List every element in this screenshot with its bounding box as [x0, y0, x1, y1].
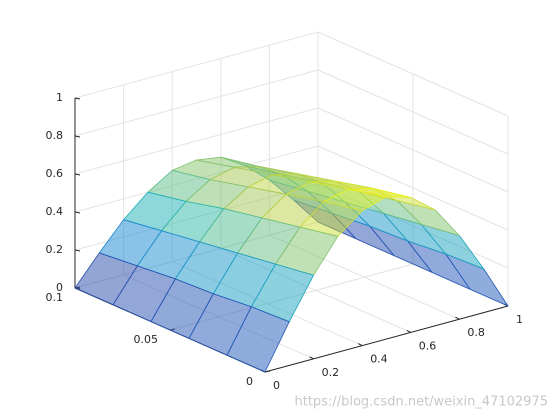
- z-tick: [74, 97, 81, 100]
- y-tick-label: 0.1: [46, 291, 64, 304]
- z-tick-label: 0.2: [46, 243, 64, 256]
- grid-line: [74, 69, 319, 137]
- x-tick: [357, 343, 363, 347]
- grid-line: [317, 107, 509, 193]
- grid-line: [74, 31, 319, 99]
- x-tick-label: 0: [273, 379, 280, 392]
- x-tick: [309, 356, 314, 360]
- surface-patch: [226, 306, 290, 373]
- grid-line: [317, 145, 509, 231]
- y-tick-label: 0: [246, 375, 253, 388]
- x-tick: [455, 316, 460, 320]
- z-tick-label: 0: [56, 281, 63, 294]
- y-tick-label: 0.05: [134, 333, 159, 346]
- z-tick-label: 0.4: [46, 205, 64, 218]
- z-tick: [74, 173, 81, 176]
- x-tick-label: 1: [516, 313, 523, 326]
- x-tick-label: 0.4: [370, 353, 388, 366]
- z-tick-label: 0.8: [46, 129, 64, 142]
- grid-line: [74, 107, 319, 175]
- x-tick: [406, 329, 412, 333]
- z-tick-label: 0.6: [46, 167, 64, 180]
- x-tick-label: 0.8: [467, 326, 485, 339]
- x-tick-label: 0.2: [322, 366, 340, 379]
- z-tick: [74, 249, 81, 252]
- z-tick-label: 1: [56, 91, 63, 104]
- y-tick: [264, 370, 271, 373]
- z-tick: [74, 135, 81, 138]
- watermark: https://blog.csdn.net/weixin_47102975: [294, 395, 548, 410]
- z-tick: [74, 211, 81, 214]
- grid-line: [317, 31, 509, 117]
- x-axis: [264, 305, 509, 373]
- x-tick-label: 0.6: [419, 339, 437, 352]
- grid-line: [317, 69, 509, 155]
